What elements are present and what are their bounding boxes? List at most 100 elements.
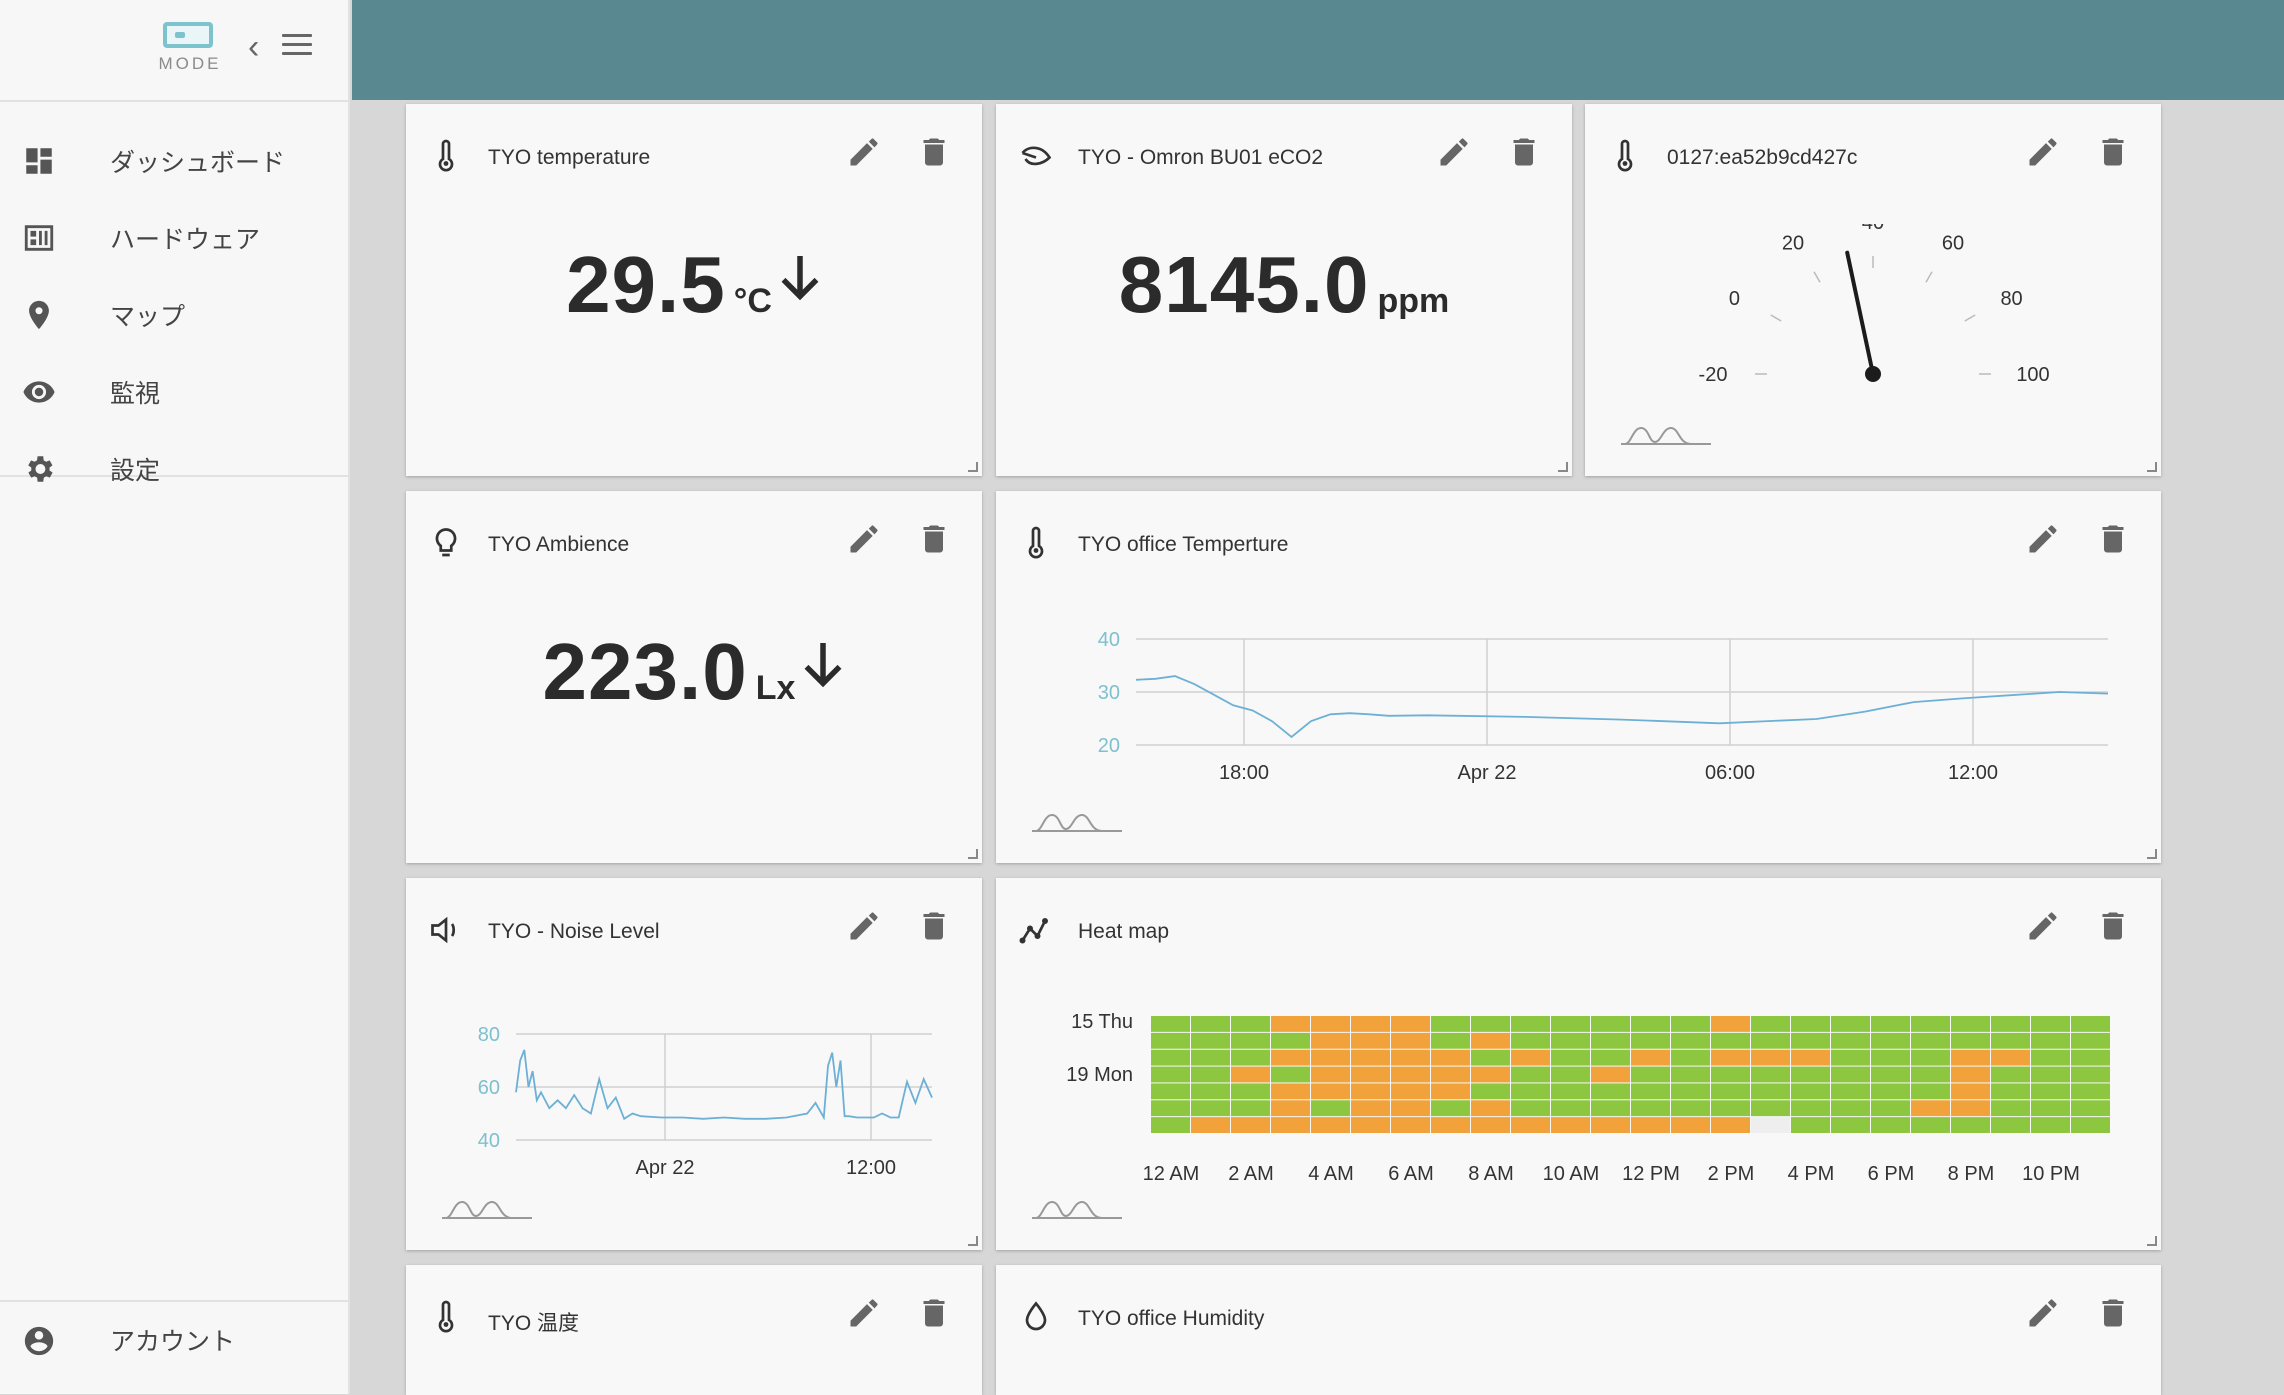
heatmap-cell	[1631, 1083, 1670, 1100]
heatmap-cell	[1591, 1016, 1630, 1032]
trash-delete-icon[interactable]	[2095, 134, 2131, 170]
y-tick-label: 40	[478, 1130, 500, 1152]
gear-icon	[28, 455, 53, 482]
heatmap-cell	[1551, 1016, 1590, 1032]
noise-line-chart: 80 60 40 Apr 22 12:00	[478, 1024, 933, 1179]
chart-sparkline-icon[interactable]	[1621, 418, 1711, 448]
widget-value-display: 29.5 °C	[406, 239, 982, 331]
top-bar	[352, 0, 2284, 100]
data-series-line	[1135, 675, 2109, 739]
leaf-icon	[1021, 146, 1052, 166]
trash-delete-icon[interactable]	[1506, 134, 1542, 170]
heatmap-cell	[1831, 1066, 1870, 1083]
resize-handle[interactable]	[968, 462, 978, 472]
sidebar-item-settings[interactable]: 設定	[0, 430, 348, 507]
pencil-edit-icon[interactable]	[846, 1295, 882, 1331]
heatmap-cell	[1871, 1032, 1910, 1049]
resize-handle[interactable]	[1558, 462, 1568, 472]
eye-icon	[23, 380, 55, 403]
current-value: 223.0	[542, 627, 748, 716]
mode-logo[interactable]: MODE	[155, 22, 225, 74]
heatmap-cell	[1391, 1083, 1430, 1100]
heatmap-cell	[1391, 1049, 1430, 1066]
hamburger-menu-icon[interactable]	[282, 34, 312, 61]
widget-title: TYO - Noise Level	[488, 920, 660, 943]
heatmap-cell	[2071, 1032, 2110, 1049]
heatmap-cell	[1391, 1100, 1430, 1117]
heatmap-cell	[1911, 1100, 1950, 1117]
heatmap-cell	[1991, 1049, 2030, 1066]
pencil-edit-icon[interactable]	[1436, 134, 1472, 170]
map-pin-icon	[29, 300, 49, 329]
widget-header: TYO - Noise Level	[428, 908, 960, 948]
trash-delete-icon[interactable]	[2095, 521, 2131, 557]
pencil-edit-icon[interactable]	[2025, 521, 2061, 557]
value-unit: °C	[733, 282, 772, 320]
chart-sparkline-icon[interactable]	[1032, 805, 1122, 835]
heatmap-cell	[2031, 1032, 2070, 1049]
heatmap-cell	[1911, 1083, 1950, 1100]
heatmap-cell	[1831, 1100, 1870, 1117]
pencil-edit-icon[interactable]	[846, 134, 882, 170]
heatmap-cell	[1711, 1083, 1750, 1100]
heatmap-cell	[1631, 1066, 1670, 1083]
heatmap-cell	[1271, 1049, 1310, 1066]
collapse-chevron-icon[interactable]: ‹	[248, 28, 260, 66]
heatmap-cell	[1231, 1117, 1270, 1133]
heatmap-cell	[1231, 1100, 1270, 1117]
heatmap-cell	[1311, 1117, 1350, 1133]
resize-handle[interactable]	[2147, 462, 2157, 472]
pencil-edit-icon[interactable]	[2025, 908, 2061, 944]
trash-delete-icon[interactable]	[916, 521, 952, 557]
sidebar-item-account[interactable]: アカウント	[0, 1300, 348, 1379]
heatmap-cell	[1751, 1032, 1790, 1049]
pencil-edit-icon[interactable]	[846, 521, 882, 557]
data-series-line	[515, 1049, 933, 1121]
trash-delete-icon[interactable]	[916, 134, 952, 170]
resize-handle[interactable]	[2147, 849, 2157, 859]
heatmap-cell	[2031, 1066, 2070, 1083]
heatmap-cell	[1231, 1032, 1270, 1049]
sidebar-item-monitor[interactable]: 監視	[0, 353, 348, 430]
trash-delete-icon[interactable]	[2095, 908, 2131, 944]
widget-title: TYO temperature	[488, 146, 651, 169]
heatmap-cell	[1311, 1032, 1350, 1049]
heatmap-cell	[1751, 1049, 1790, 1066]
heatmap-cell	[1591, 1066, 1630, 1083]
trash-delete-icon[interactable]	[916, 1295, 952, 1331]
sidebar-item-dashboard[interactable]: ダッシュボード	[0, 122, 348, 199]
heatmap-cell	[1351, 1100, 1390, 1117]
heatmap-cell	[1271, 1066, 1310, 1083]
speaker-icon	[431, 916, 456, 944]
pencil-edit-icon[interactable]	[846, 908, 882, 944]
resize-handle[interactable]	[968, 1236, 978, 1246]
y-tick-label: 60	[478, 1077, 500, 1099]
pencil-edit-icon[interactable]	[2025, 1295, 2061, 1331]
chart-sparkline-icon[interactable]	[442, 1192, 532, 1222]
heatmap-cell	[1351, 1032, 1390, 1049]
heatmap-cell	[1551, 1066, 1590, 1083]
heatmap-cell	[1311, 1083, 1350, 1100]
heatmap-cell	[2071, 1083, 2110, 1100]
sidebar-item-map[interactable]: マップ	[0, 276, 348, 353]
chart-sparkline-icon[interactable]	[1032, 1192, 1122, 1222]
heatmap-cell	[1471, 1032, 1510, 1049]
current-value: 8145.0	[1118, 240, 1370, 329]
x-tick-label: 2 PM	[1708, 1163, 1755, 1185]
resize-handle[interactable]	[2147, 1236, 2157, 1246]
trash-delete-icon[interactable]	[2095, 1295, 2131, 1331]
trash-delete-icon[interactable]	[916, 908, 952, 944]
heatmap-cell	[1511, 1016, 1550, 1032]
pencil-edit-icon[interactable]	[2025, 134, 2061, 170]
heatmap-cell	[1951, 1016, 1990, 1032]
heatmap-cell	[1351, 1083, 1390, 1100]
widget-title: TYO Ambience	[488, 533, 630, 556]
heatmap-cell	[1791, 1117, 1830, 1133]
heatmap-cell	[1391, 1117, 1430, 1133]
heatmap-chart: 15 Thu 19 Mon 12 AM 2 AM 4 AM 6 AM 8 AM 10 AM 12…	[1066, 1011, 2110, 1185]
sidebar-item-hardware[interactable]: ハードウェア	[0, 199, 348, 276]
x-tick-label: 10 PM	[2022, 1163, 2080, 1185]
heatmap-cell	[1311, 1066, 1350, 1083]
resize-handle[interactable]	[968, 849, 978, 859]
heatmap-cell	[2071, 1016, 2110, 1032]
